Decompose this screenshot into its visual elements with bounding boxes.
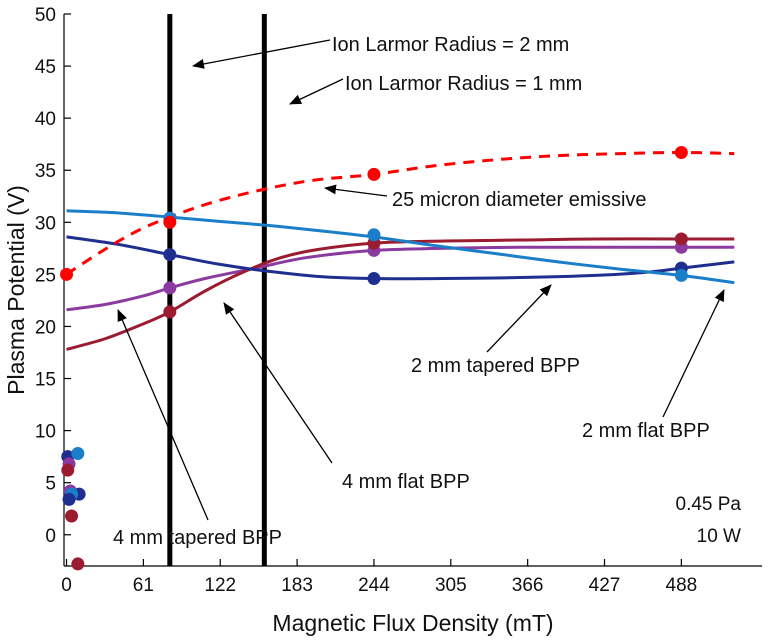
x-tick-label: 488 bbox=[666, 575, 698, 596]
y-tick-label: 20 bbox=[35, 317, 56, 338]
low-field-point bbox=[61, 463, 75, 477]
series-1-point bbox=[674, 146, 688, 160]
y-tick-label: 5 bbox=[45, 474, 56, 495]
series-5-point bbox=[163, 281, 177, 295]
y-tick-label: 30 bbox=[35, 213, 56, 234]
low-field-point bbox=[62, 492, 76, 506]
annotations: Ion Larmor Radius = 2 mm Ion Larmor Radiu… bbox=[113, 34, 725, 549]
series-4-point bbox=[674, 232, 688, 246]
y-tick-label: 10 bbox=[35, 422, 56, 443]
x-tick-label: 61 bbox=[133, 575, 154, 596]
series-1-point bbox=[60, 267, 74, 281]
series-line-4 bbox=[66, 237, 735, 351]
annotation-arrow-6 bbox=[223, 302, 333, 464]
y-tick-label: 25 bbox=[35, 265, 56, 286]
y-tick-label: 35 bbox=[35, 161, 56, 182]
x-tick-label: 0 bbox=[61, 575, 72, 596]
low-field-point bbox=[71, 557, 85, 571]
x-tick-label: 244 bbox=[358, 575, 390, 596]
data-series bbox=[60, 146, 735, 571]
series-line-1 bbox=[65, 150, 735, 276]
annotation-arrow-5 bbox=[662, 289, 725, 418]
series-2-point bbox=[674, 268, 688, 282]
y-tick-label: 45 bbox=[35, 57, 56, 78]
annotation-label-3: 25 micron diameter emissive bbox=[392, 189, 647, 211]
conditions: 0.45 Pa 10 W bbox=[676, 494, 742, 547]
series-3-point bbox=[163, 248, 177, 262]
annotation-label-5: 2 mm flat BPP bbox=[582, 420, 710, 442]
annotation-arrow-4 bbox=[486, 284, 552, 353]
low-field-point bbox=[71, 447, 85, 461]
annotation-label-1: Ion Larmor Radius = 2 mm bbox=[332, 34, 569, 56]
annotation-label-4: 2 mm tapered BPP bbox=[411, 355, 580, 377]
series-4-point bbox=[163, 305, 177, 319]
series-1-point bbox=[163, 215, 177, 229]
series-line-5 bbox=[66, 245, 735, 312]
y-tick-label: 40 bbox=[35, 109, 56, 130]
annotation-arrow-1 bbox=[192, 39, 331, 69]
axes: 0 5 10 15 20 25 30 35 40 45 50 0 61 122 183 244 305 366 42… bbox=[3, 5, 762, 636]
y-tick-label: 50 bbox=[35, 5, 56, 26]
annotation-label-2: Ion Larmor Radius = 1 mm bbox=[345, 73, 582, 95]
annotation-arrow-2 bbox=[289, 78, 344, 105]
y-axis-title: Plasma Potential (V) bbox=[3, 185, 29, 395]
annotation-arrow-3 bbox=[324, 184, 388, 197]
annotation-label-7: 4 mm tapered BPP bbox=[113, 527, 282, 549]
x-tick-label: 183 bbox=[281, 575, 313, 596]
x-tick-label: 305 bbox=[435, 575, 467, 596]
x-tick-label: 427 bbox=[589, 575, 621, 596]
x-tick-label: 366 bbox=[512, 575, 544, 596]
y-tick-label: 0 bbox=[45, 526, 56, 547]
x-axis-title: Magnetic Flux Density (mT) bbox=[272, 610, 553, 636]
x-tick-label: 122 bbox=[204, 575, 236, 596]
larmor-radius-lines bbox=[167, 14, 267, 566]
y-tick-label: 15 bbox=[35, 370, 56, 391]
annotation-arrow-7 bbox=[117, 309, 209, 521]
annotation-label-6: 4 mm flat BPP bbox=[342, 471, 470, 493]
series-2-point bbox=[367, 228, 381, 242]
series-1-point bbox=[367, 167, 381, 181]
series-3-point bbox=[367, 272, 381, 286]
low-field-point bbox=[65, 509, 79, 523]
condition-pressure: 0.45 Pa bbox=[676, 494, 742, 515]
condition-power: 10 W bbox=[697, 526, 741, 547]
